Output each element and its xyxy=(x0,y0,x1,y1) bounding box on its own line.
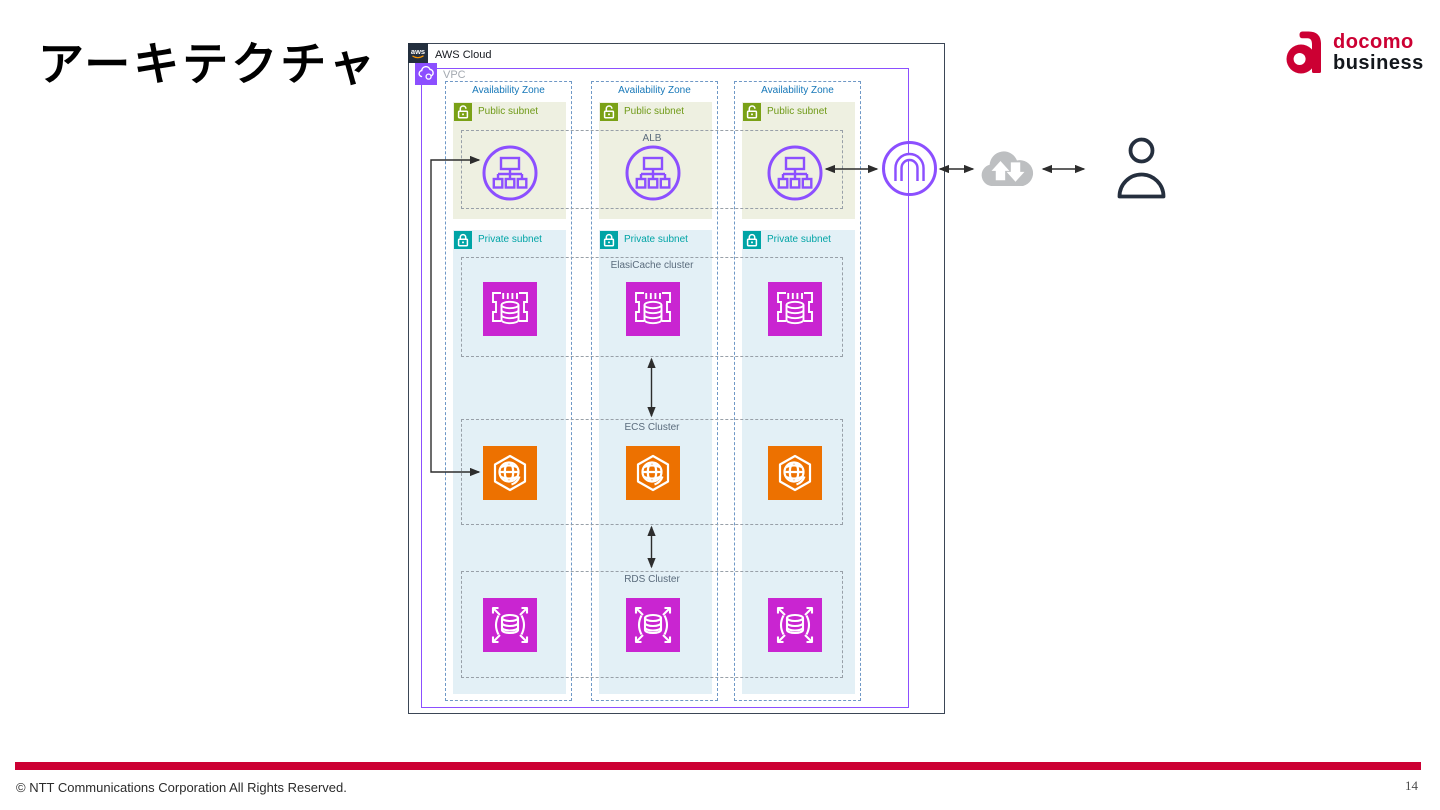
docomo-d-icon xyxy=(1286,31,1321,74)
load-balancer-icon xyxy=(624,144,682,202)
rds-cluster-label: RDS Cluster xyxy=(624,574,680,585)
public-subnet-label: Public subnet xyxy=(478,106,539,117)
vpc-boundary xyxy=(421,68,909,708)
elasticache-icon xyxy=(768,282,822,336)
ecs-service-icon xyxy=(626,446,680,500)
public-subnet-label: Public subnet xyxy=(767,106,828,117)
lock-closed-icon xyxy=(743,231,761,249)
ecs-service-icon xyxy=(768,446,822,500)
private-subnet-label: Private subnet xyxy=(624,234,688,245)
page-number: 14 xyxy=(1405,778,1418,793)
load-balancer-icon xyxy=(481,144,539,202)
brand-business-text: business xyxy=(1333,52,1424,74)
aws-cloud-label: AWS Cloud xyxy=(435,49,492,61)
availability-zone-label: Availability Zone xyxy=(761,85,834,96)
elasticache-cluster-label: ElasiCache cluster xyxy=(610,260,694,271)
lock-open-icon xyxy=(454,103,472,121)
elasticache-icon xyxy=(483,282,537,336)
user-icon xyxy=(1113,136,1170,199)
lock-open-icon xyxy=(600,103,618,121)
vpc-label: VPC xyxy=(443,69,466,81)
aws-logo: aws xyxy=(408,43,428,63)
brand-docomo-text: docomo xyxy=(1333,31,1414,53)
lock-closed-icon xyxy=(454,231,472,249)
ecs-cluster-label: ECS Cluster xyxy=(624,422,680,433)
page-title: アーキテクチャ xyxy=(38,37,378,91)
availability-zone-label: Availability Zone xyxy=(618,85,691,96)
footer-copyright: © NTT Communications Corporation All Rig… xyxy=(16,780,347,795)
rds-icon xyxy=(768,598,822,652)
public-subnet-2: Public subnet xyxy=(599,102,712,219)
internet-gateway-icon xyxy=(881,140,938,197)
load-balancer-icon xyxy=(766,144,824,202)
vpc-icon xyxy=(415,63,437,85)
private-subnet-label: Private subnet xyxy=(767,234,831,245)
footer-accent-bar xyxy=(15,762,1421,770)
availability-zone-label: Availability Zone xyxy=(472,85,545,96)
aws-logo-text: aws xyxy=(411,47,425,56)
rds-icon xyxy=(483,598,537,652)
docomo-business-logo: docomo business xyxy=(1286,28,1424,76)
internet-cloud-icon xyxy=(976,146,1040,192)
alb-label: ALB xyxy=(642,133,662,144)
private-subnet-label: Private subnet xyxy=(478,234,542,245)
lock-closed-icon xyxy=(600,231,618,249)
rds-cluster-box: RDS Cluster xyxy=(461,571,843,678)
public-subnet-label: Public subnet xyxy=(624,106,685,117)
rds-icon xyxy=(626,598,680,652)
aws-cloud-container: aws AWS Cloud VPC Availability Zone xyxy=(408,43,945,714)
ecs-service-icon xyxy=(483,446,537,500)
lock-open-icon xyxy=(743,103,761,121)
elasticache-icon xyxy=(626,282,680,336)
